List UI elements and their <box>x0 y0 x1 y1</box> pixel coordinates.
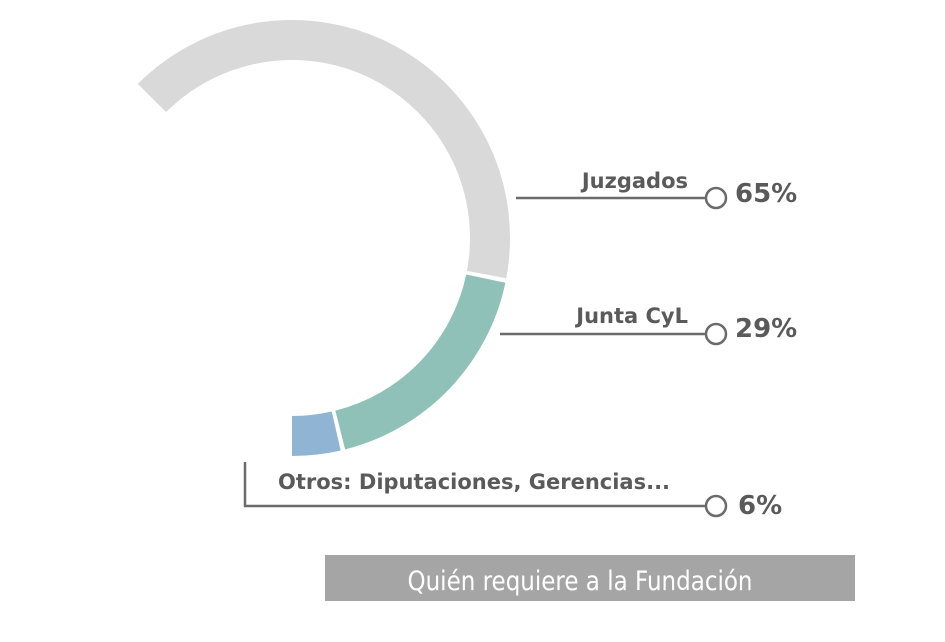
value-juzgados: 65% <box>735 179 797 209</box>
leader-marker-junta-cyl <box>704 322 728 346</box>
leader-marker-juzgados <box>704 186 728 210</box>
value-junta-cyl: 29% <box>735 314 797 344</box>
chart-caption: Quién requiere a la Fundación <box>408 566 753 597</box>
ring-segments <box>137 20 510 456</box>
leader-lines <box>243 186 728 518</box>
value-otros: 6% <box>738 491 782 521</box>
leader-marker-otros <box>704 494 728 518</box>
ring-segment-2 <box>335 274 506 450</box>
label-otros: Otros: Diputaciones, Gerencias... <box>278 470 670 494</box>
leader-line-otros <box>243 462 705 508</box>
ring-segment-1 <box>137 20 510 279</box>
label-juzgados: Juzgados <box>580 169 688 193</box>
label-junta-cyl: Junta CyL <box>574 304 688 328</box>
ring-segment-3 <box>291 411 341 456</box>
caption-banner <box>325 555 855 601</box>
